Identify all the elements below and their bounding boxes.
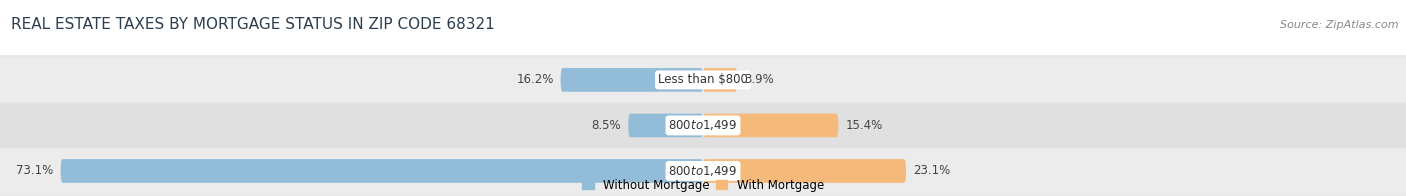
Bar <box>0 58 1406 102</box>
Legend: Without Mortgage, With Mortgage: Without Mortgage, With Mortgage <box>582 179 824 191</box>
Text: 3.9%: 3.9% <box>744 74 775 86</box>
Text: 16.2%: 16.2% <box>516 74 554 86</box>
Bar <box>0 103 1406 148</box>
Text: 73.1%: 73.1% <box>17 164 53 177</box>
FancyBboxPatch shape <box>628 114 703 137</box>
Text: 23.1%: 23.1% <box>912 164 950 177</box>
Text: Less than $800: Less than $800 <box>658 74 748 86</box>
Bar <box>0 149 1406 193</box>
Text: 8.5%: 8.5% <box>592 119 621 132</box>
FancyBboxPatch shape <box>561 68 703 92</box>
Text: $800 to $1,499: $800 to $1,499 <box>668 164 738 178</box>
Text: REAL ESTATE TAXES BY MORTGAGE STATUS IN ZIP CODE 68321: REAL ESTATE TAXES BY MORTGAGE STATUS IN … <box>11 17 495 32</box>
FancyBboxPatch shape <box>703 68 737 92</box>
FancyBboxPatch shape <box>60 159 703 183</box>
Text: Source: ZipAtlas.com: Source: ZipAtlas.com <box>1281 20 1399 30</box>
FancyBboxPatch shape <box>703 114 838 137</box>
Text: $800 to $1,499: $800 to $1,499 <box>668 118 738 132</box>
FancyBboxPatch shape <box>703 159 905 183</box>
Text: 15.4%: 15.4% <box>845 119 883 132</box>
